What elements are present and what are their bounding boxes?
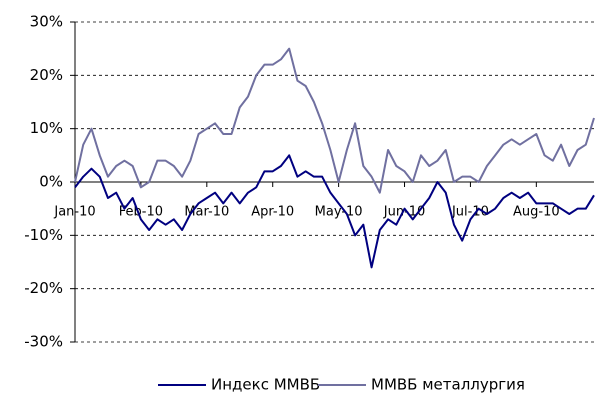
x-tick-label: Aug-10 [513,205,560,220]
x-tick-label: Apr-10 [251,205,294,220]
y-tick-label: 30% [30,13,63,31]
y-tick-label: 0% [39,173,63,191]
y-tick-label: 10% [30,119,63,137]
y-tick-label: -20% [24,279,63,297]
x-tick-label: May-10 [315,205,363,220]
y-tick-label: -30% [24,333,63,351]
y-tick-label: 20% [30,66,63,84]
x-tick-label: Feb-10 [119,205,163,220]
legend-label: Индекс ММВБ [211,376,320,394]
y-tick-label: -10% [24,226,63,244]
x-tick-label: Jan-10 [53,205,95,220]
legend-label: ММВБ металлургия [371,376,525,394]
series-line [74,47,595,194]
series-line [74,154,595,269]
